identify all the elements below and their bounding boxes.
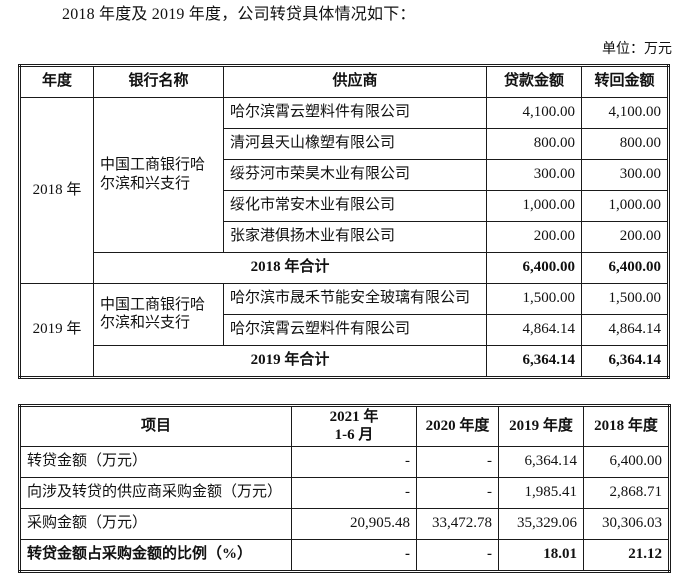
value-2020: 33,472.78 (416, 507, 499, 540)
subtotal-return-amount: 6,400.00 (581, 251, 669, 284)
loan-amount-cell: 200.00 (486, 220, 582, 253)
value-2019: 35,329.06 (498, 507, 584, 540)
value-2021h1: - (291, 476, 417, 509)
bank-cell-2018: 中国工商银行哈尔滨和兴支行 (93, 96, 224, 253)
loan-detail-table: 年度 银行名称 供应商 贷款金额 转回金额 2018 年 中国工商银行哈尔滨和兴… (18, 63, 670, 379)
return-amount-cell: 800.00 (581, 127, 669, 160)
value-2019: 1,985.41 (498, 476, 584, 509)
value-2018: 21.12 (583, 538, 670, 572)
table-row: 2018 年 中国工商银行哈尔滨和兴支行 哈尔滨霄云塑料件有限公司 4,100.… (19, 96, 669, 284)
value-2021h1: 20,905.48 (291, 507, 417, 540)
loan-amount-cell: 1,500.00 (486, 282, 582, 315)
item-label: 采购金额（万元） (19, 507, 292, 540)
supplier-cell: 绥化市常安木业有限公司 (223, 189, 487, 222)
col-header-2019: 2019 年度 (498, 404, 584, 447)
col-header-supplier: 供应商 (223, 64, 487, 98)
col-header-2021h1: 2021 年 1-6 月 (291, 404, 417, 447)
col-header-year: 年度 (19, 64, 94, 98)
summary-table: 项目 2021 年 1-6 月 2020 年度 2019 年度 2018 年度 … (18, 403, 671, 573)
item-label: 转贷金额（万元） (19, 445, 292, 478)
subtotal-return-amount: 6,364.14 (581, 344, 669, 378)
subtotal-label: 2018 年合计 (93, 251, 487, 284)
subtotal-loan-amount: 6,400.00 (486, 251, 582, 284)
supplier-cell: 哈尔滨霄云塑料件有限公司 (223, 96, 487, 129)
col-header-return-amount: 转回金额 (581, 64, 669, 98)
subtotal-loan-amount: 6,364.14 (486, 344, 582, 378)
unit-label: 单位：万元 (602, 42, 672, 57)
table-row: 哈尔滨霄云塑料件有限公司 4,864.14 4,864.14 (20, 313, 669, 346)
loan-amount-cell: 1,000.00 (486, 189, 582, 222)
year-cell-2018: 2018 年 (19, 96, 94, 284)
item-label: 向涉及转贷的供应商采购金额（万元） (19, 476, 292, 509)
subtotal-row-2018: 2018 年合计 6,400.00 6,400.00 (20, 251, 669, 284)
table-row: 转贷金额（万元） - - 6,364.14 6,400.00 (19, 445, 670, 478)
return-amount-cell: 300.00 (581, 158, 669, 191)
col-header-2018: 2018 年度 (583, 404, 670, 447)
loan-amount-cell: 4,100.00 (486, 96, 582, 129)
return-amount-cell: 1,500.00 (581, 282, 669, 315)
value-2019: 18.01 (498, 538, 584, 572)
summary-table-header-row: 项目 2021 年 1-6 月 2020 年度 2019 年度 2018 年度 (19, 404, 670, 447)
year-cell-2019: 2019 年 (19, 282, 94, 378)
value-2021h1: - (291, 445, 417, 478)
table-row: 绥芬河市荣昊木业有限公司 300.00 300.00 (20, 158, 669, 191)
table-row: 绥化市常安木业有限公司 1,000.00 1,000.00 (20, 189, 669, 222)
value-2021h1: - (291, 538, 417, 572)
supplier-cell: 哈尔滨霄云塑料件有限公司 (223, 313, 487, 346)
return-amount-cell: 1,000.00 (581, 189, 669, 222)
value-2018: 30,306.03 (583, 507, 670, 540)
value-2020: - (416, 476, 499, 509)
value-2018: 6,400.00 (583, 445, 670, 478)
supplier-cell: 清河县天山橡塑有限公司 (223, 127, 487, 160)
loan-amount-cell: 4,864.14 (486, 313, 582, 346)
table-row: 张家港俱扬木业有限公司 200.00 200.00 (20, 220, 669, 253)
subtotal-row-2019: 2019 年合计 6,364.14 6,364.14 (20, 344, 669, 378)
value-2020: - (416, 445, 499, 478)
loan-table-header-row: 年度 银行名称 供应商 贷款金额 转回金额 (19, 64, 669, 98)
subtotal-label: 2019 年合计 (93, 344, 487, 378)
col-header-loan-amount: 贷款金额 (486, 64, 582, 98)
value-2019: 6,364.14 (498, 445, 584, 478)
table-row: 清河县天山橡塑有限公司 800.00 800.00 (20, 127, 669, 160)
bank-cell-2019: 中国工商银行哈尔滨和兴支行 (93, 282, 224, 346)
value-2020: - (416, 538, 499, 572)
col-header-item: 项目 (19, 404, 292, 447)
supplier-cell: 张家港俱扬木业有限公司 (223, 220, 487, 253)
supplier-cell: 绥芬河市荣昊木业有限公司 (223, 158, 487, 191)
intro-text: 2018 年度及 2019 年度，公司转贷具体情况如下： (62, 6, 416, 23)
table-row: 向涉及转贷的供应商采购金额（万元） - - 1,985.41 2,868.71 (19, 476, 670, 509)
return-amount-cell: 4,864.14 (581, 313, 669, 346)
col-header-bank: 银行名称 (93, 64, 224, 98)
ratio-row: 转贷金额占采购金额的比例（%） - - 18.01 21.12 (19, 538, 670, 572)
table-row: 2019 年 中国工商银行哈尔滨和兴支行 哈尔滨市晟禾节能安全玻璃有限公司 1,… (19, 282, 669, 378)
value-2018: 2,868.71 (583, 476, 670, 509)
table-row: 采购金额（万元） 20,905.48 33,472.78 35,329.06 3… (19, 507, 670, 540)
loan-amount-cell: 300.00 (486, 158, 582, 191)
return-amount-cell: 4,100.00 (581, 96, 669, 129)
loan-amount-cell: 800.00 (486, 127, 582, 160)
return-amount-cell: 200.00 (581, 220, 669, 253)
col-header-2020: 2020 年度 (416, 404, 499, 447)
supplier-cell: 哈尔滨市晟禾节能安全玻璃有限公司 (223, 282, 487, 315)
item-label: 转贷金额占采购金额的比例（%） (19, 538, 292, 572)
